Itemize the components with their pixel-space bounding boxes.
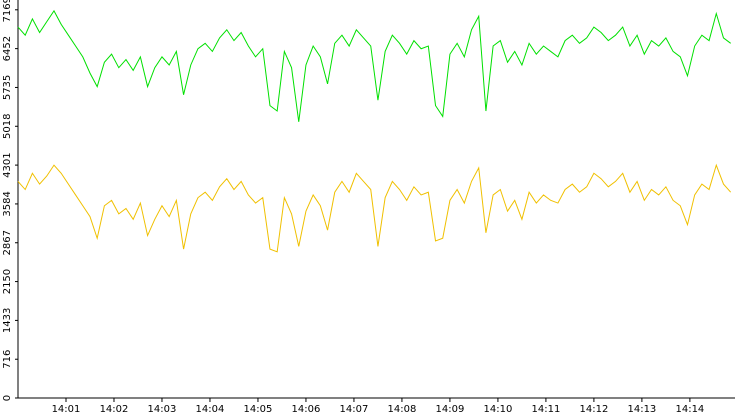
y-tick-label: 5018	[2, 114, 13, 139]
data-line	[17, 9, 731, 122]
y-tick-label: 2867	[2, 230, 13, 255]
x-tick-label: 14:14	[675, 404, 704, 415]
x-tick-label: 14:01	[52, 404, 81, 415]
x-tick-label: 14:10	[484, 404, 513, 415]
x-tick-label: 14:06	[292, 404, 321, 415]
y-tick-label: 3584	[2, 191, 13, 216]
y-tick-label: 0	[2, 395, 13, 401]
x-tick-label: 14:12	[579, 404, 608, 415]
x-tick-label: 14:03	[148, 404, 177, 415]
x-tick-label: 14:02	[100, 404, 129, 415]
x-tick-label: 14:08	[388, 404, 417, 415]
y-tick-label: 5735	[2, 75, 13, 100]
y-tick-label: 4301	[2, 152, 13, 177]
x-tick-label: 14:04	[196, 404, 225, 415]
y-tick-label: 7169	[2, 0, 13, 23]
x-tick-label: 14:09	[436, 404, 465, 415]
y-tick-label: 1433	[2, 308, 13, 333]
x-tick-label: 14:11	[531, 404, 560, 415]
x-tick-label: 14:05	[244, 404, 273, 415]
y-tick-label: 2150	[2, 269, 13, 294]
y-tick-label: 6452	[2, 36, 13, 61]
y-tick-label: 716	[2, 350, 13, 369]
x-tick-label: 14:13	[627, 404, 656, 415]
data-line	[17, 163, 732, 253]
x-tick-label: 14:07	[340, 404, 369, 415]
